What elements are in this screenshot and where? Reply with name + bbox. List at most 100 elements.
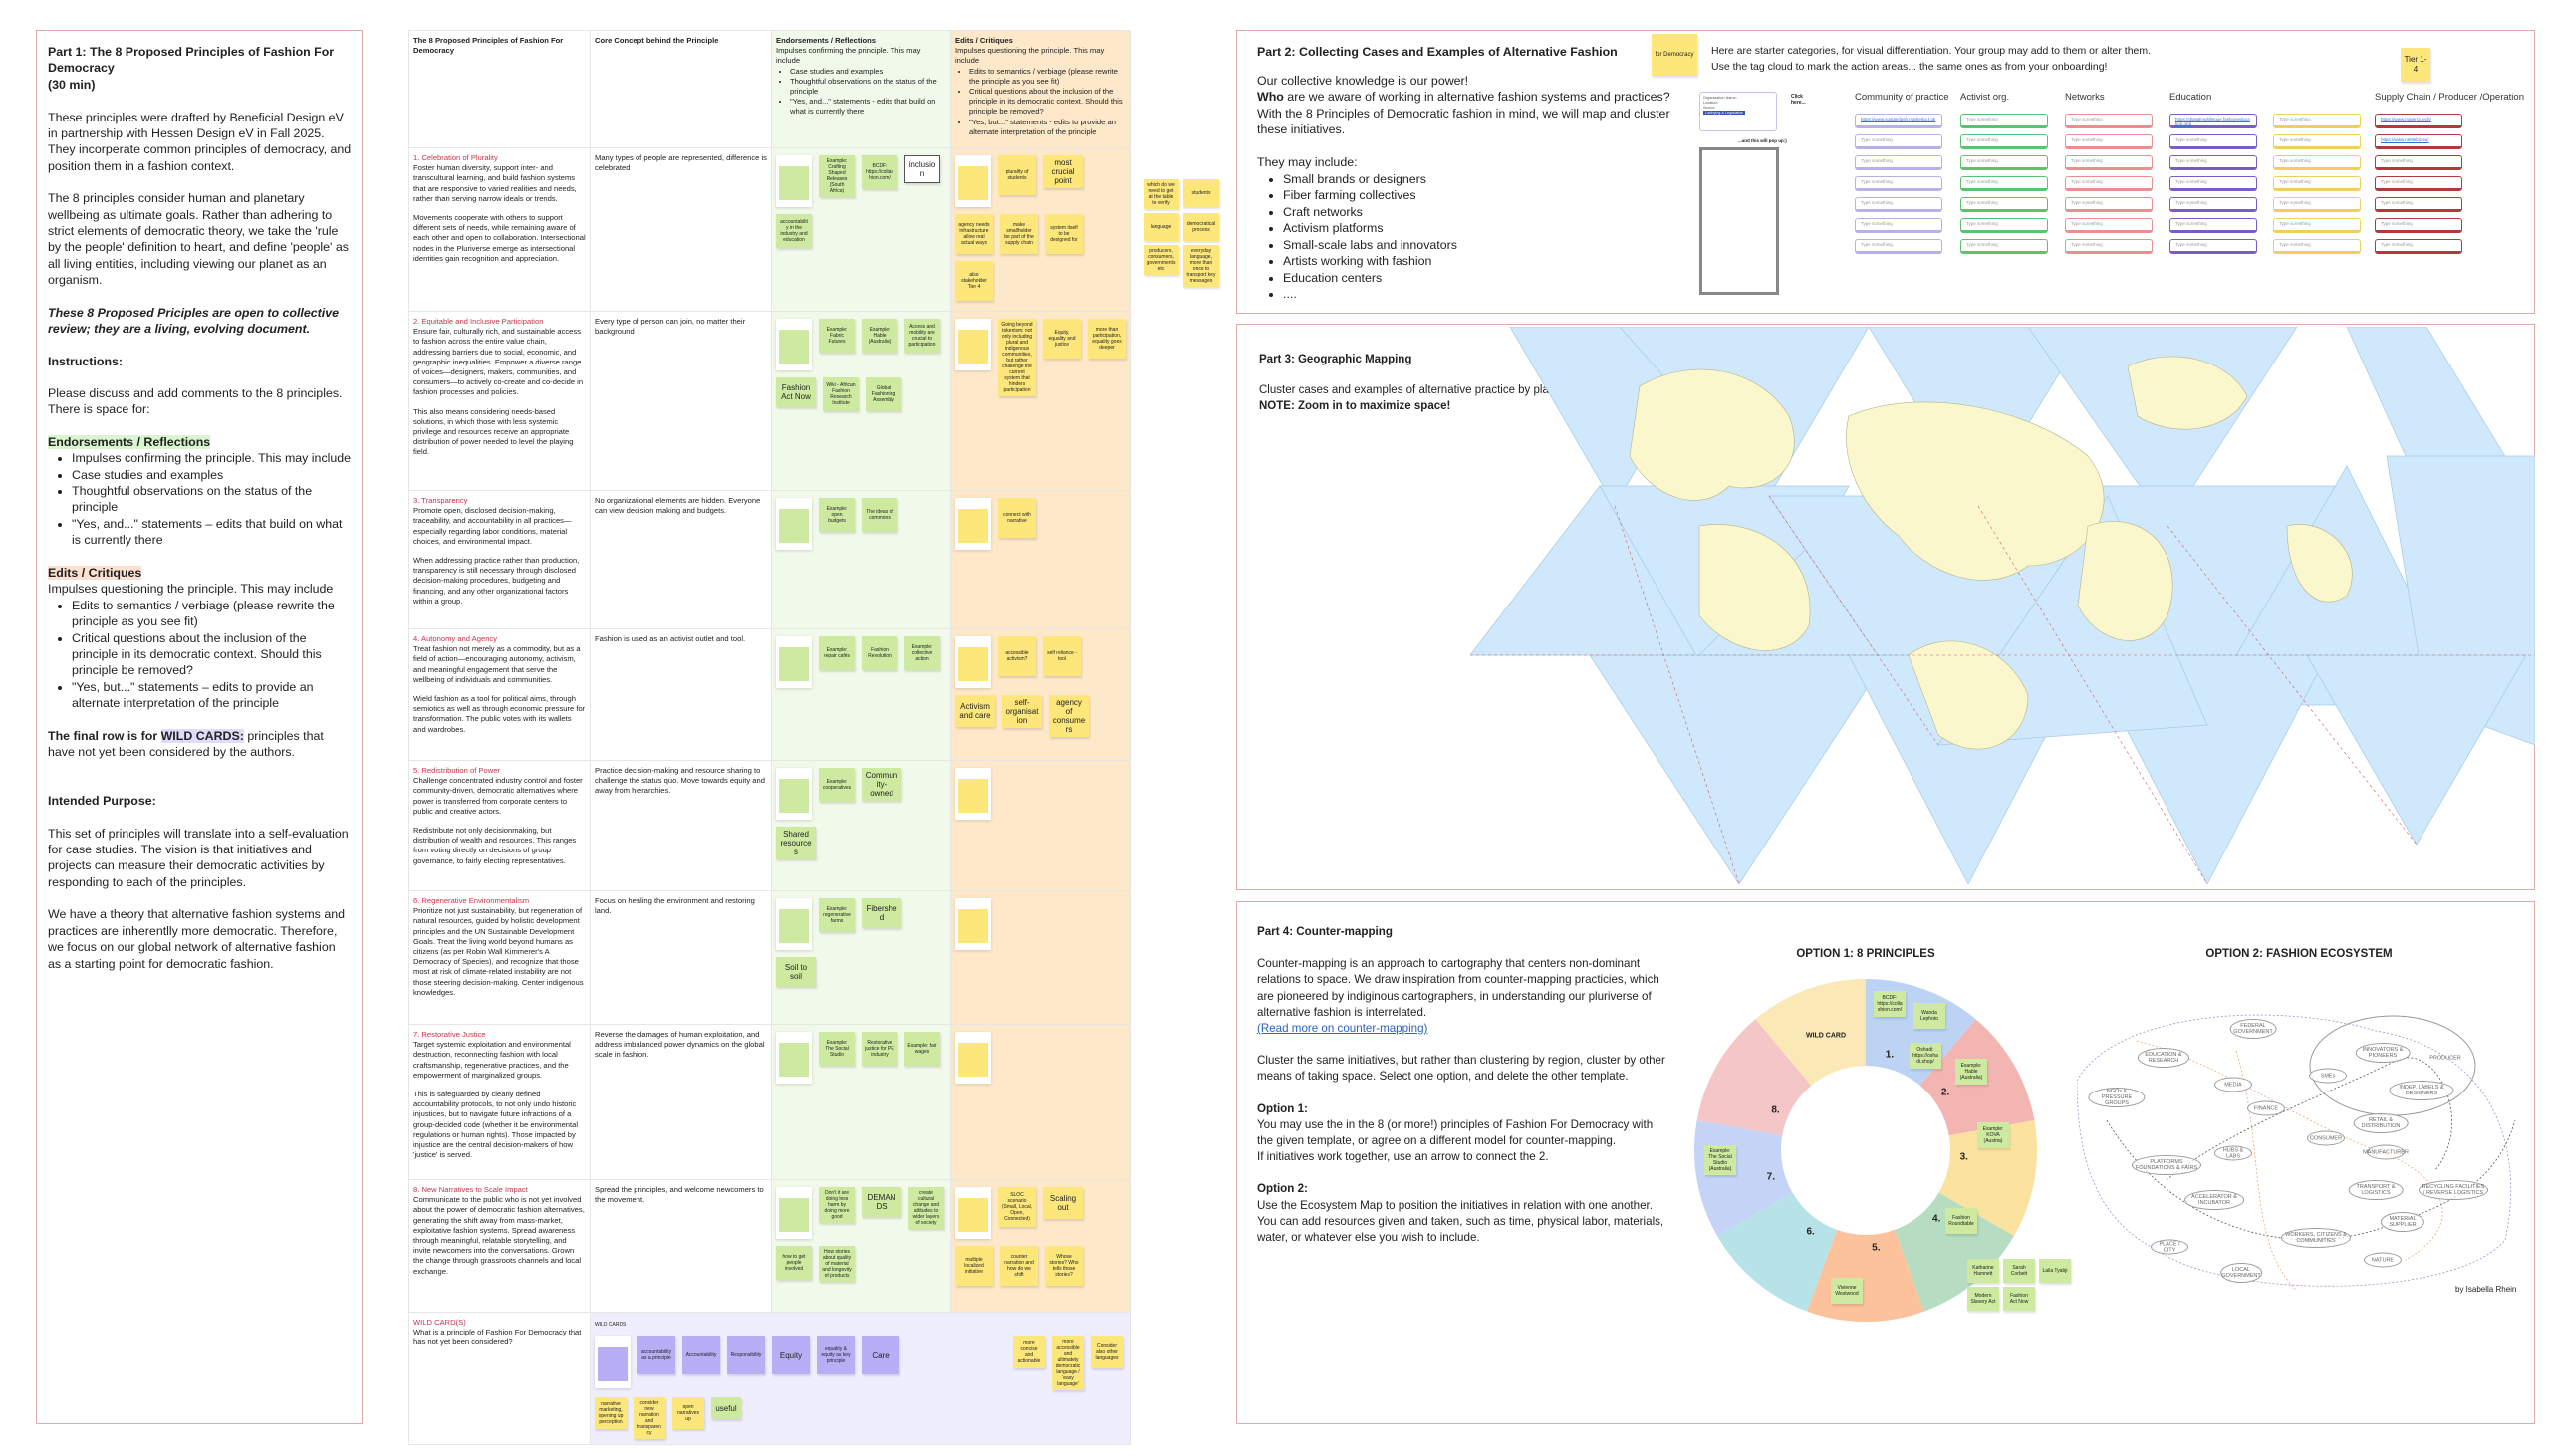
org-card[interactable]: https://www.nettlebiz.eu/ (2375, 134, 2462, 149)
sticky-template[interactable] (776, 319, 812, 370)
sticky-note[interactable]: Laila Tyabji (2039, 1259, 2071, 1283)
sticky-note[interactable]: Wanda Lephoto (1913, 1003, 1945, 1029)
sticky-note[interactable]: Example: Fabric Futures (819, 319, 855, 353)
wildcard-template[interactable] (595, 1336, 631, 1389)
sticky-template[interactable] (955, 319, 991, 370)
sticky-note[interactable]: producers, consumers, governments etc (1144, 245, 1179, 275)
ecosystem-node[interactable]: FINANCE (2247, 1100, 2285, 1116)
sticky-note[interactable]: Equity, equality and justice (1043, 319, 1081, 359)
org-card[interactable]: Type something (1855, 134, 1942, 149)
org-card[interactable]: Type something (1855, 155, 1942, 170)
tier-sticky[interactable]: Tier 1-4 (2401, 48, 2430, 82)
org-card[interactable]: Type something (1855, 197, 1942, 212)
sticky-note[interactable]: useful (711, 1397, 741, 1420)
sticky-template[interactable] (955, 898, 991, 950)
org-card[interactable]: Type something (2065, 239, 2153, 254)
ecosystem-node[interactable]: SMEs (2309, 1068, 2347, 1084)
ecosystem-node[interactable]: WORKERS, CITIZENS & COMMUNITIES (2281, 1228, 2351, 1248)
sticky-note[interactable]: The ideas of commons (862, 498, 897, 532)
org-card[interactable]: Type something (2169, 155, 2257, 170)
sticky-note[interactable]: BCDF: https://collashion.com/ (862, 155, 897, 189)
world-map[interactable] (1469, 326, 2536, 885)
org-card[interactable]: Type something (2065, 155, 2153, 170)
sticky-note[interactable]: Fashion Act Now (776, 377, 816, 407)
ecosystem-node[interactable]: NGOs & PRESSURE GROUPS (2088, 1088, 2146, 1107)
sticky-note[interactable]: Example: The Social Studio (819, 1032, 855, 1066)
ecosystem-node[interactable]: PLACE / CITY (2151, 1239, 2188, 1255)
org-card[interactable]: Type something (1960, 114, 2048, 128)
sticky-note[interactable]: Katharine Hamnett (1967, 1259, 1999, 1283)
sticky-note[interactable]: consider new narration and transparency (634, 1397, 665, 1440)
ecosystem-node[interactable]: TRANSPORT & LOGISTICS (2348, 1180, 2404, 1200)
sticky-note[interactable]: Care (862, 1336, 899, 1375)
org-card[interactable]: Type something (1960, 239, 2048, 254)
sticky-note[interactable]: Going beyond tokenism: not only includin… (998, 319, 1036, 396)
sticky-note[interactable]: open narratives up (672, 1397, 704, 1430)
sticky-template[interactable] (776, 1187, 812, 1239)
donut-segment-9[interactable] (1755, 979, 1866, 1086)
sticky-note[interactable]: Oshadi: https://oshadi.shop/ (1910, 1043, 1941, 1069)
sticky-note[interactable]: How stories about quality of material an… (819, 1246, 855, 1282)
sticky-note[interactable]: create cultural change and attitudes to … (908, 1187, 944, 1229)
ecosystem-node[interactable]: LOCAL GOVERNMENT (2220, 1263, 2262, 1283)
sticky-note[interactable]: plurality of students (998, 155, 1036, 195)
sticky-template[interactable] (776, 498, 812, 550)
org-card[interactable]: Type something (2065, 114, 2153, 128)
org-card[interactable]: Type something (1960, 176, 2048, 191)
org-card[interactable]: Type something (2169, 218, 2257, 233)
ecosystem-node[interactable]: FEDERAL GOVERNMENT (2229, 1019, 2277, 1039)
org-card[interactable]: Type something (2375, 218, 2462, 233)
org-card[interactable]: Type something (1855, 239, 1942, 254)
sticky-note[interactable]: BCDF: https://collashion.com/ (1874, 991, 1906, 1017)
org-card[interactable]: Type something (1855, 218, 1942, 233)
org-card[interactable]: Type something (2273, 218, 2361, 233)
sticky-note[interactable]: self reliance - tool (1043, 636, 1081, 676)
sticky-note[interactable]: make smallholder be part of the supply c… (1000, 214, 1038, 254)
sticky-note[interactable]: multiple localized initiative (955, 1246, 993, 1286)
sticky-template[interactable] (955, 155, 991, 207)
sticky-note[interactable]: connect with narrative (998, 498, 1036, 538)
sticky-note[interactable]: Modern Slavery Act (1967, 1287, 1999, 1311)
ecosystem-node[interactable]: MEDIA (2214, 1077, 2252, 1092)
sticky-template[interactable] (776, 1032, 812, 1084)
sticky-note[interactable]: equality & equity as key principle (817, 1336, 855, 1375)
sticky-note[interactable]: democratical process (1183, 213, 1219, 241)
ecosystem-node[interactable]: INNOVATORS & PIONEERS (2355, 1043, 2411, 1063)
sticky-note[interactable]: Wiki - African Fashion Research Institut… (823, 377, 859, 411)
org-card[interactable]: Type something (2169, 176, 2257, 191)
sticky-template[interactable] (955, 1032, 991, 1084)
org-card[interactable]: Type something (2375, 239, 2462, 254)
sticky-note[interactable]: accountability as a principle (638, 1336, 675, 1375)
org-card[interactable]: Type something (2065, 197, 2153, 212)
sticky-note[interactable]: Fashion Act Now (2003, 1287, 2035, 1311)
ecosystem-node[interactable]: CONSUMER (2307, 1130, 2345, 1146)
principles-donut[interactable]: 1. 2. 3. 4. 5. 6. 7. 8. WILD CARD BCDF: https://c… (1686, 971, 2045, 1330)
org-card[interactable]: Type something (2065, 134, 2153, 149)
ecosystem-node[interactable]: ACCELERATOR & INCUBATOR (2184, 1190, 2244, 1210)
sticky-note[interactable]: Example: fair wages (904, 1032, 940, 1066)
org-card[interactable]: Type something (1960, 197, 2048, 212)
sticky-note[interactable]: Fibershed (862, 898, 901, 928)
org-card[interactable]: Type something (2375, 197, 2462, 212)
sticky-template[interactable] (955, 498, 991, 550)
sticky-template[interactable] (776, 898, 812, 950)
org-card[interactable]: Type something (2273, 197, 2361, 212)
ecosystem-node[interactable]: MANUFACTURER (2363, 1144, 2409, 1160)
sticky-note[interactable]: DEMANDS (862, 1187, 901, 1217)
sticky-note[interactable]: how to get people involved (776, 1246, 812, 1280)
org-card[interactable]: Type something (1960, 134, 2048, 149)
sticky-note[interactable]: Example: KOVA (Austria) (1977, 1122, 2009, 1148)
org-card[interactable]: Type something (2273, 239, 2361, 254)
sticky-note[interactable]: agency of consumers (1049, 695, 1089, 737)
org-card[interactable]: Type something (2273, 176, 2361, 191)
donut-segment-6[interactable] (1717, 1192, 1837, 1312)
sticky-note[interactable]: Equity (772, 1336, 810, 1375)
sticky-note[interactable]: Accountability (682, 1336, 720, 1375)
sticky-note[interactable]: accessible activism? (998, 636, 1036, 676)
tag-chip[interactable]: Lobbying & Legislation (1703, 111, 1746, 115)
org-card[interactable]: Type something (1855, 176, 1942, 191)
ecosystem-node[interactable]: PRODUCER (2429, 1055, 2461, 1061)
sticky-note[interactable]: narrative marketing, opening up percepti… (595, 1397, 627, 1430)
donut-segment-8[interactable] (1696, 1019, 1812, 1136)
sticky-note[interactable]: Example: The Social Studio (Australia) (1704, 1145, 1736, 1175)
